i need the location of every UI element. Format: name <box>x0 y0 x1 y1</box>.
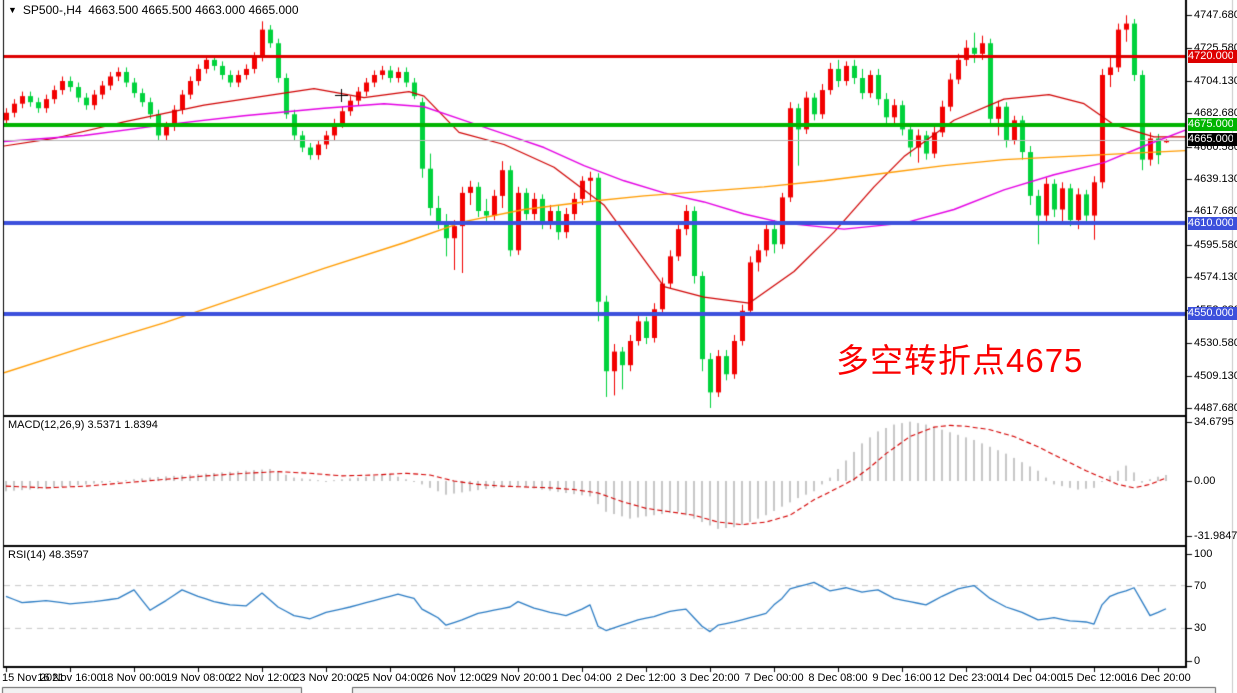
price-axis-label: 4530.580 <box>1194 337 1237 350</box>
price-level-badge: 4720.000 <box>1188 50 1234 64</box>
time-axis-label: 3 Dec 20:00 <box>680 672 740 684</box>
time-axis-label: 16 Dec 20:00 <box>1125 672 1191 684</box>
time-axis-label: 8 Dec 08:00 <box>808 672 868 684</box>
time-axis-label: 18 Nov 00:00 <box>101 672 167 684</box>
price-axis-label: 4747.680 <box>1194 9 1237 21</box>
time-axis-label: 26 Nov 12:00 <box>421 672 487 684</box>
price-axis-label: 4639.130 <box>1194 173 1237 186</box>
rsi-axis-label: 30 <box>1194 622 1207 635</box>
price-level-badge: 4550.000 <box>1188 307 1234 321</box>
price-axis-label: 4509.130 <box>1194 369 1237 382</box>
price-level-badge-edge-mark <box>1233 50 1237 64</box>
time-axis-label: 2 Dec 12:00 <box>616 672 676 684</box>
time-axis-label: 12 Dec 23:00 <box>933 672 999 684</box>
ohlc-expander-icon[interactable]: ▼ <box>8 5 17 15</box>
current-price-badge-edge-mark <box>1233 133 1237 147</box>
time-axis-label: 19 Nov 08:00 <box>165 672 231 684</box>
time-axis-label: 16 Nov 16:00 <box>37 672 103 684</box>
time-axis-label: 23 Nov 20:00 <box>293 672 359 684</box>
price-axis-label: 4574.130 <box>1194 271 1237 284</box>
price-level-badge-edge-mark <box>1233 118 1237 132</box>
symbol-period-label: SP500-,H4 <box>22 3 82 17</box>
current-price-badge: 4665.000 <box>1188 133 1234 147</box>
time-axis-label: 1 Dec 04:00 <box>552 672 612 684</box>
macd-axis-label: -31.9847 <box>1194 529 1237 542</box>
time-axis-label: 15 Nov 2021 <box>2 672 65 684</box>
time-axis-label: 29 Nov 20:00 <box>485 672 551 684</box>
rsi-axis-label: 0 <box>1194 654 1201 667</box>
time-axis-label: 14 Dec 04:00 <box>997 672 1063 684</box>
time-axis-label: 9 Dec 16:00 <box>872 672 932 684</box>
price-level-badge: 4675.000 <box>1188 118 1234 132</box>
price-axis-label: 4617.680 <box>1194 205 1237 218</box>
price-level-badge-edge-mark <box>1233 216 1237 230</box>
price-level-badge-edge-mark <box>1233 307 1237 321</box>
rsi-axis-label: 100 <box>1194 547 1213 560</box>
price-axis-label: 4704.130 <box>1194 74 1237 87</box>
price-level-badge: 4610.000 <box>1188 216 1234 230</box>
rsi-axis-label: 70 <box>1194 579 1207 592</box>
time-axis-label: 25 Nov 04:00 <box>357 672 423 684</box>
price-axis-label: 4682.680 <box>1194 107 1237 120</box>
macd-axis-label: 34.6795 <box>1194 415 1234 428</box>
price-axis-label: 4487.680 <box>1194 401 1237 414</box>
chart-title: ▼ SP500-,H4 4663.500 4665.500 4663.000 46… <box>8 3 299 17</box>
price-axis-label: 4595.580 <box>1194 238 1237 251</box>
time-axis-label: 15 Dec 12:00 <box>1061 672 1127 684</box>
macd-indicator-label: MACD(12,26,9) 3.5371 1.8394 <box>8 419 158 431</box>
time-axis-label: 7 Dec 00:00 <box>744 672 804 684</box>
time-axis-label: 22 Nov 12:00 <box>229 672 295 684</box>
macd-axis-label: 0.00 <box>1194 475 1216 487</box>
ohlc-values-label: 4663.500 4665.500 4663.000 4665.000 <box>88 3 299 17</box>
rsi-indicator-label: RSI(14) 48.3597 <box>8 549 89 561</box>
pivot-annotation-text: 多空转折点4675 <box>836 342 1084 379</box>
